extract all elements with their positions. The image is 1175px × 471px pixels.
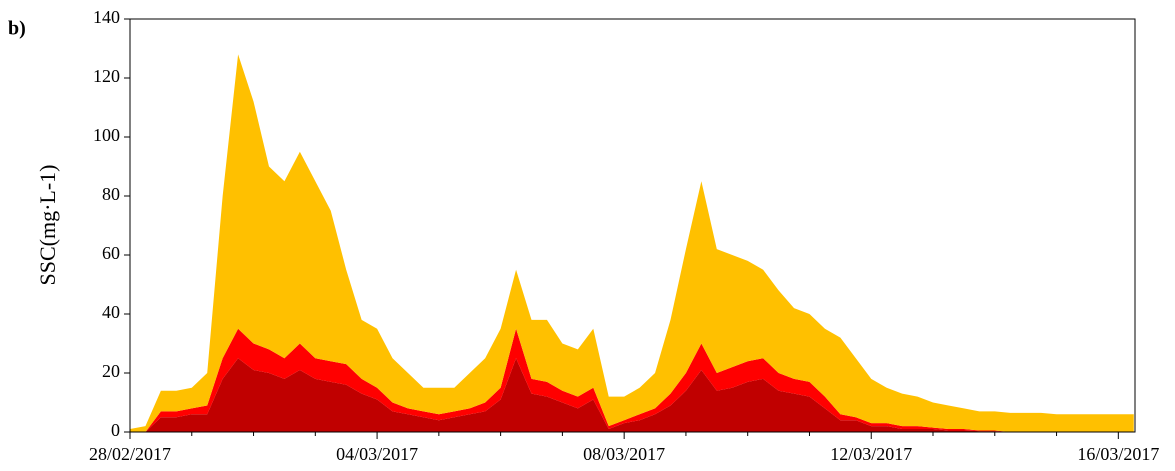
area: [130, 358, 1134, 432]
y-tick-label: 60: [102, 243, 120, 263]
area: [130, 54, 1134, 433]
area: [130, 328, 1134, 432]
plot-frame: [129, 18, 1136, 433]
y-tick-label: 0: [111, 420, 120, 440]
x-tick-label: 08/03/2017: [583, 444, 665, 464]
y-tick-label: 20: [102, 361, 120, 381]
y-axis-label: SSC(mg·L-1): [35, 165, 60, 286]
panel-label: b): [8, 18, 26, 40]
y-tick-label: 40: [102, 302, 120, 322]
x-tick-label: 28/02/2017: [89, 444, 171, 464]
y-tick-label: 120: [93, 66, 120, 86]
x-tick-label: 04/03/2017: [336, 444, 418, 464]
x-tick-label: 12/03/2017: [830, 444, 912, 464]
y-tick-label: 100: [93, 125, 120, 145]
y-tick-label: 80: [102, 184, 120, 204]
y-tick-label: 140: [93, 7, 120, 27]
x-tick-label: 16/03/2017: [1077, 444, 1159, 464]
